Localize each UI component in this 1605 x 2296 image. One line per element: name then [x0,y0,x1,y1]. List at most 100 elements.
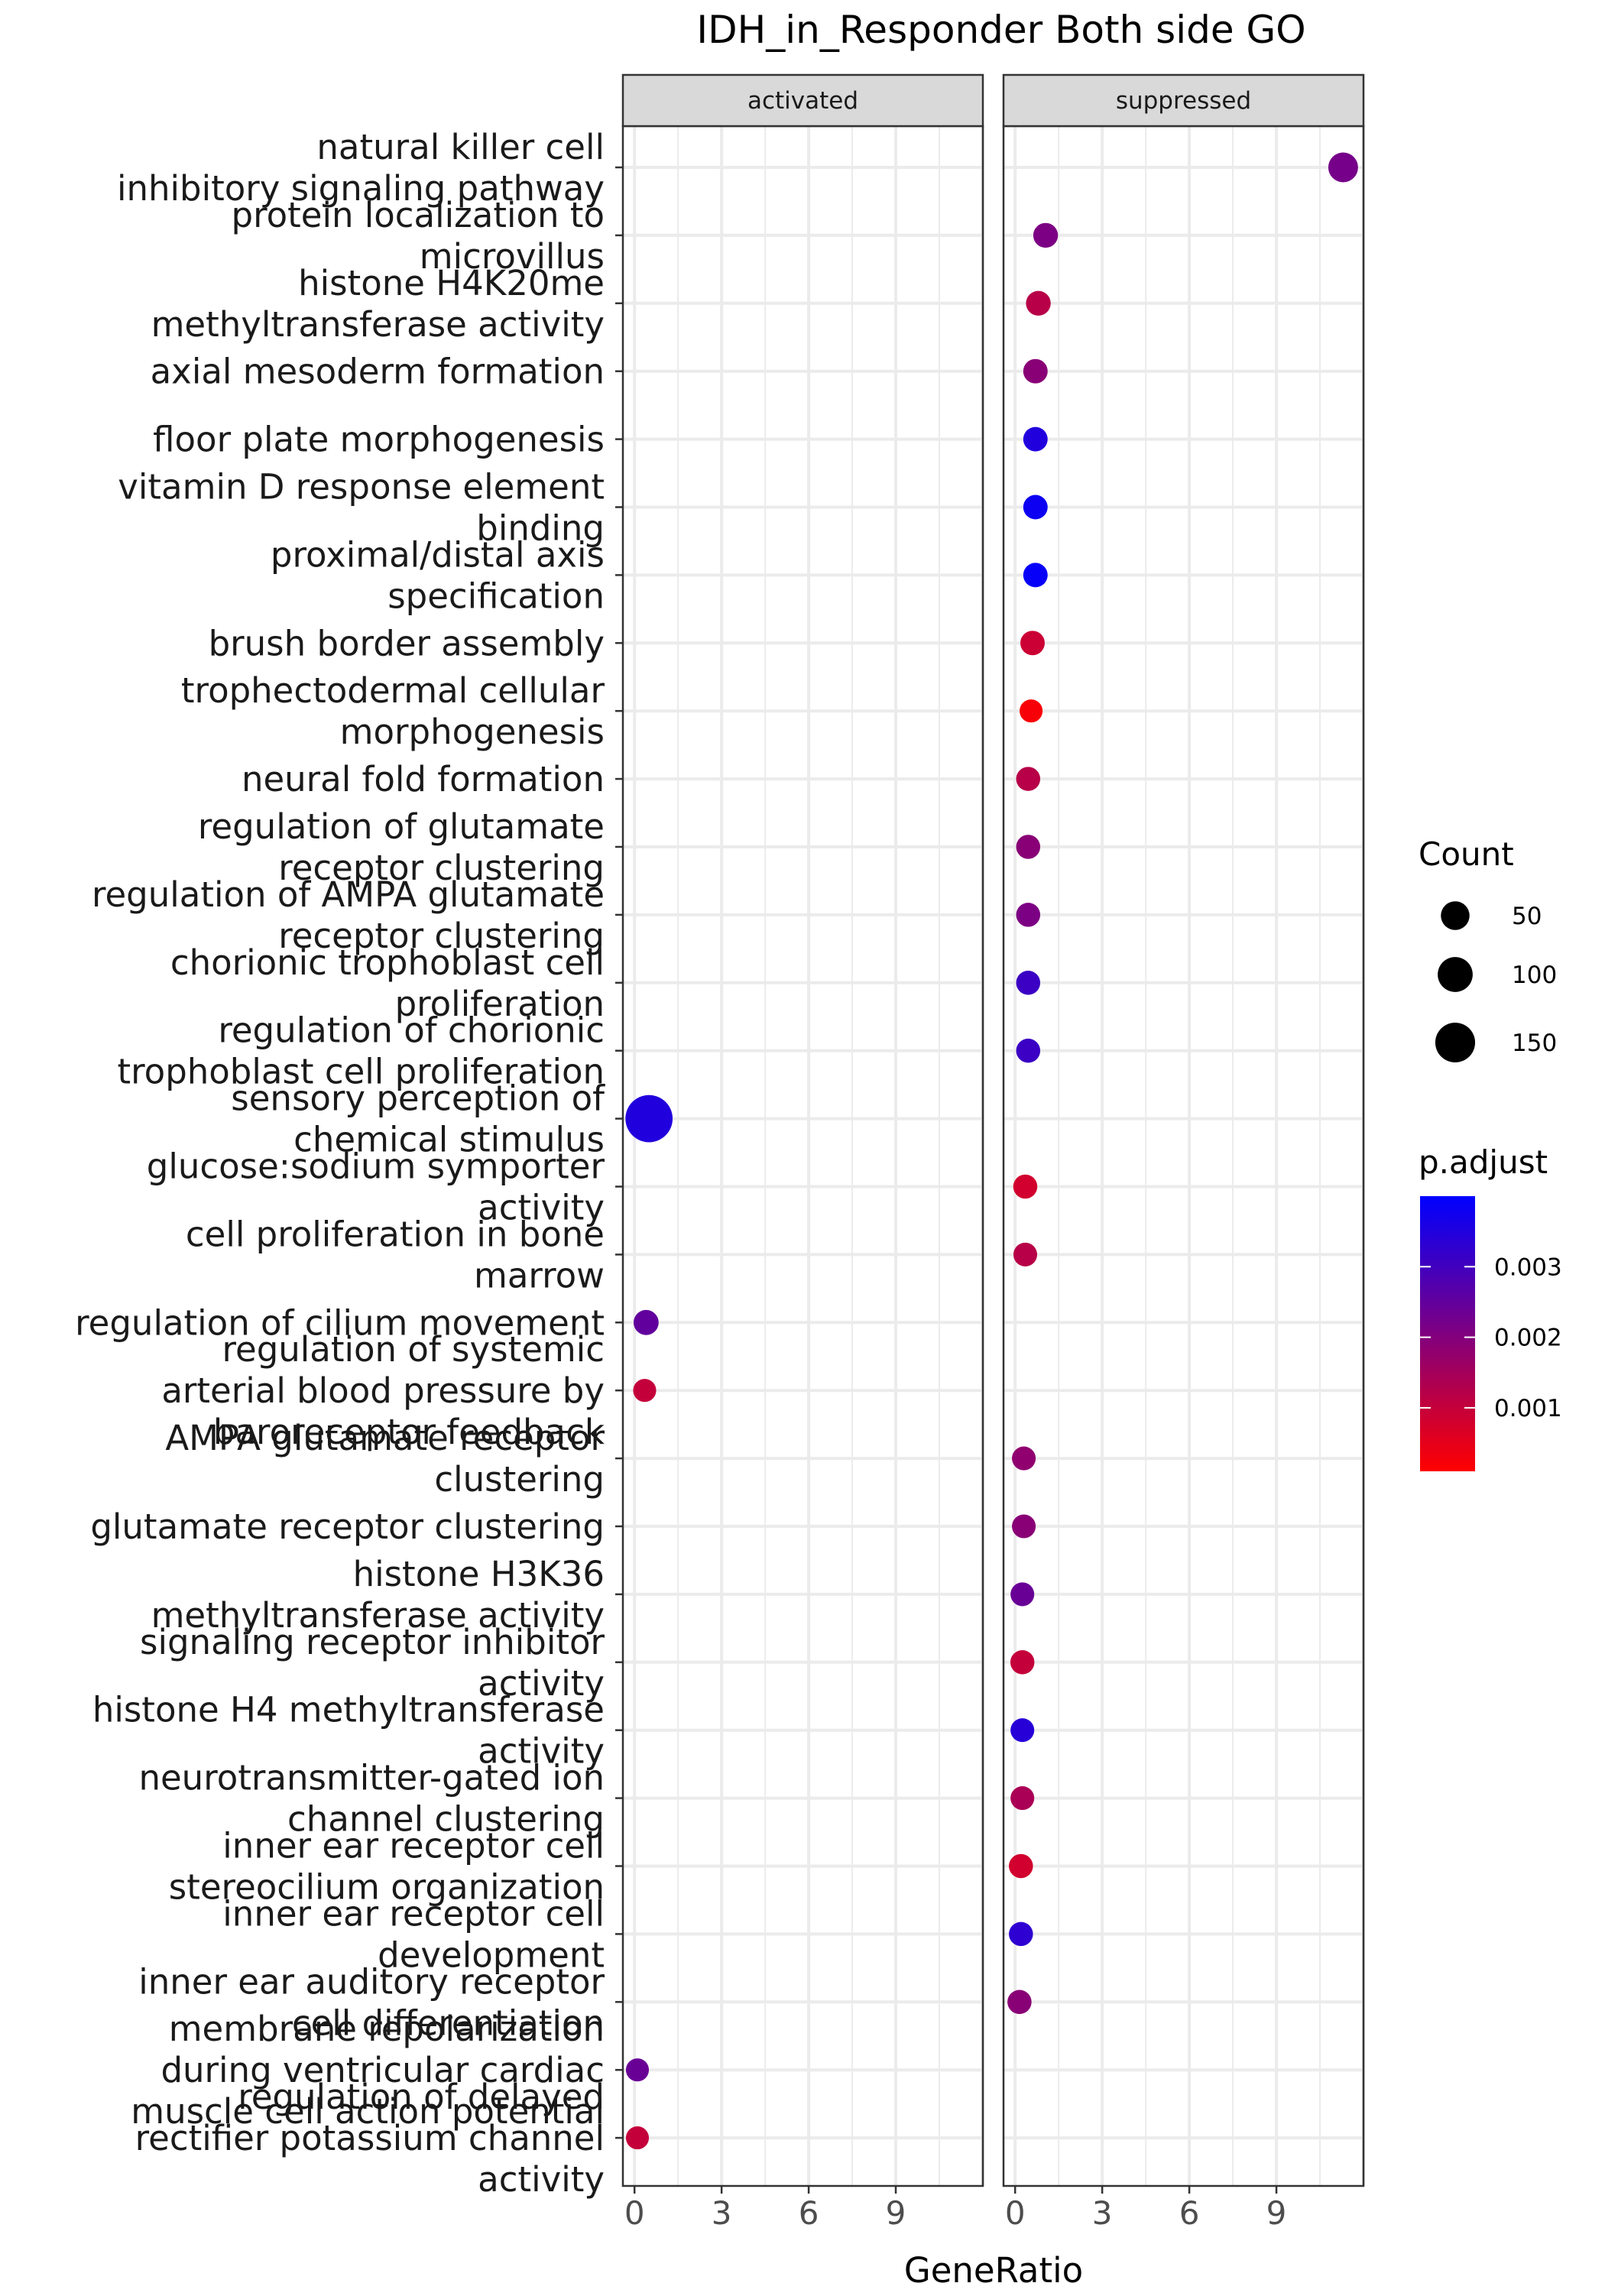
category-label: trophoblast cell proliferation [118,1052,605,1092]
data-point [1013,1242,1038,1266]
data-point [1016,971,1041,995]
category-label: methyltransferase activity [151,304,605,345]
category-label: histone H4K20me [298,263,605,303]
category-label: receptor clustering [278,916,605,956]
category-label: signaling receptor inhibitor [140,1622,605,1662]
category-label: regulation of systemic [222,1329,605,1370]
category-label: vitamin D response element [118,467,605,508]
category-label: glucose:sodium symporter [147,1146,605,1187]
data-point [1026,290,1051,316]
data-point [1016,767,1041,791]
data-point [1023,358,1048,384]
data-point [1012,1514,1036,1539]
facet-strip [621,73,984,128]
color-legend-label: 0.002 [1494,1325,1562,1352]
category-label: muscle cell action potential [131,2091,605,2132]
x-axis-label: GeneRatio [904,2250,1083,2291]
color-bar [1420,1196,1475,1471]
category-label: axial mesoderm formation [151,352,605,392]
category-label: regulation of cilium movement [75,1302,605,1343]
category-label: regulation of delayed [238,2077,605,2117]
category-label: cell proliferation in bone [186,1214,605,1254]
data-point [1016,835,1041,859]
x-tick-label: 6 [799,2194,819,2232]
category-label: arterial blood pressure by [161,1370,605,1411]
size-legend-key [1441,901,1470,930]
size-legend-title: Count [1419,835,1514,873]
category-label: regulation of AMPA glutamate [92,874,605,915]
category-label: receptor clustering [278,848,605,888]
category-label: stereocilium organization [169,1867,605,1908]
data-point [625,1094,673,1143]
data-point [1009,1853,1033,1879]
data-point [1010,1786,1035,1811]
category-label: chemical stimulus [293,1120,605,1160]
category-label: trophectodermal cellular [181,670,605,711]
category-label: proximal/distal axis [271,534,605,575]
category-label: clustering [434,1459,605,1500]
category-label: histone H4 methyltransferase [92,1690,605,1730]
data-point [1016,903,1041,927]
size-legend-key [1435,1022,1476,1063]
category-label: inner ear auditory receptor [138,1961,605,2002]
category-label: activity [478,2159,605,2200]
category-label: inhibitory signaling pathway [117,168,605,209]
panel-background [1004,126,1363,2186]
category-label: development [378,1934,605,1975]
x-tick-label: 3 [712,2194,732,2232]
data-point [1016,1038,1041,1063]
data-point [1023,495,1048,520]
size-legend-label: 50 [1512,903,1542,930]
data-point [1020,631,1045,656]
data-point [633,1309,659,1335]
color-legend-title: p.adjust [1419,1143,1548,1181]
category-label: chorionic trophoblast cell [170,942,605,983]
x-tick-label: 9 [1266,2194,1287,2232]
panel-background [623,126,983,2186]
color-legend-label: 0.001 [1494,1395,1562,1422]
data-point [1020,699,1043,723]
data-point [1012,1446,1036,1471]
category-label: natural killer cell [316,127,605,167]
category-label: microvillus [420,236,605,277]
category-label: regulation of glutamate [198,806,605,847]
x-tick-label: 3 [1092,2194,1113,2232]
size-legend-label: 150 [1512,1030,1557,1057]
category-label: cell differentiation [292,2003,605,2043]
category-label: protein localization to [232,195,605,235]
category-label: glutamate receptor clustering [90,1506,605,1547]
data-point [1010,1650,1035,1675]
chart-title: IDH_in_Responder Both side GO [696,8,1305,52]
category-label: during ventricular cardiac [160,2050,605,2090]
category-label: marrow [474,1255,605,1296]
data-point [633,1379,657,1403]
facet-strip [1002,73,1365,128]
category-label: neural fold formation [242,759,605,799]
category-label: brush border assembly [209,623,605,663]
data-point [1023,426,1048,452]
x-tick-label: 6 [1179,2194,1200,2232]
category-label: activity [478,1188,605,1228]
category-label: methyltransferase activity [151,1595,605,1636]
category-label: specification [387,576,605,616]
category-label: histone H3K36 [353,1554,605,1594]
category-label: membrane repolarization [169,2009,605,2049]
category-label: rectifier potassium channel [135,2118,605,2158]
category-label: regulation of chorionic [218,1010,605,1051]
category-label: neurotransmitter-gated ion [138,1758,605,1798]
category-label: binding [476,508,605,549]
color-legend-label: 0.003 [1494,1253,1562,1281]
data-point [625,2058,650,2082]
data-point [1328,152,1358,183]
category-label: activity [478,1663,605,1704]
size-legend-key [1438,957,1473,992]
data-point [1033,222,1059,248]
category-label: channel clustering [287,1799,605,1840]
category-label: inner ear receptor cell [222,1893,605,1934]
facet-strip-label: activated [747,87,858,115]
category-label: proliferation [395,984,605,1024]
category-label: inner ear receptor cell [222,1826,605,1866]
category-label: baroreceptor feedback [213,1412,605,1452]
data-point [1010,1718,1035,1743]
